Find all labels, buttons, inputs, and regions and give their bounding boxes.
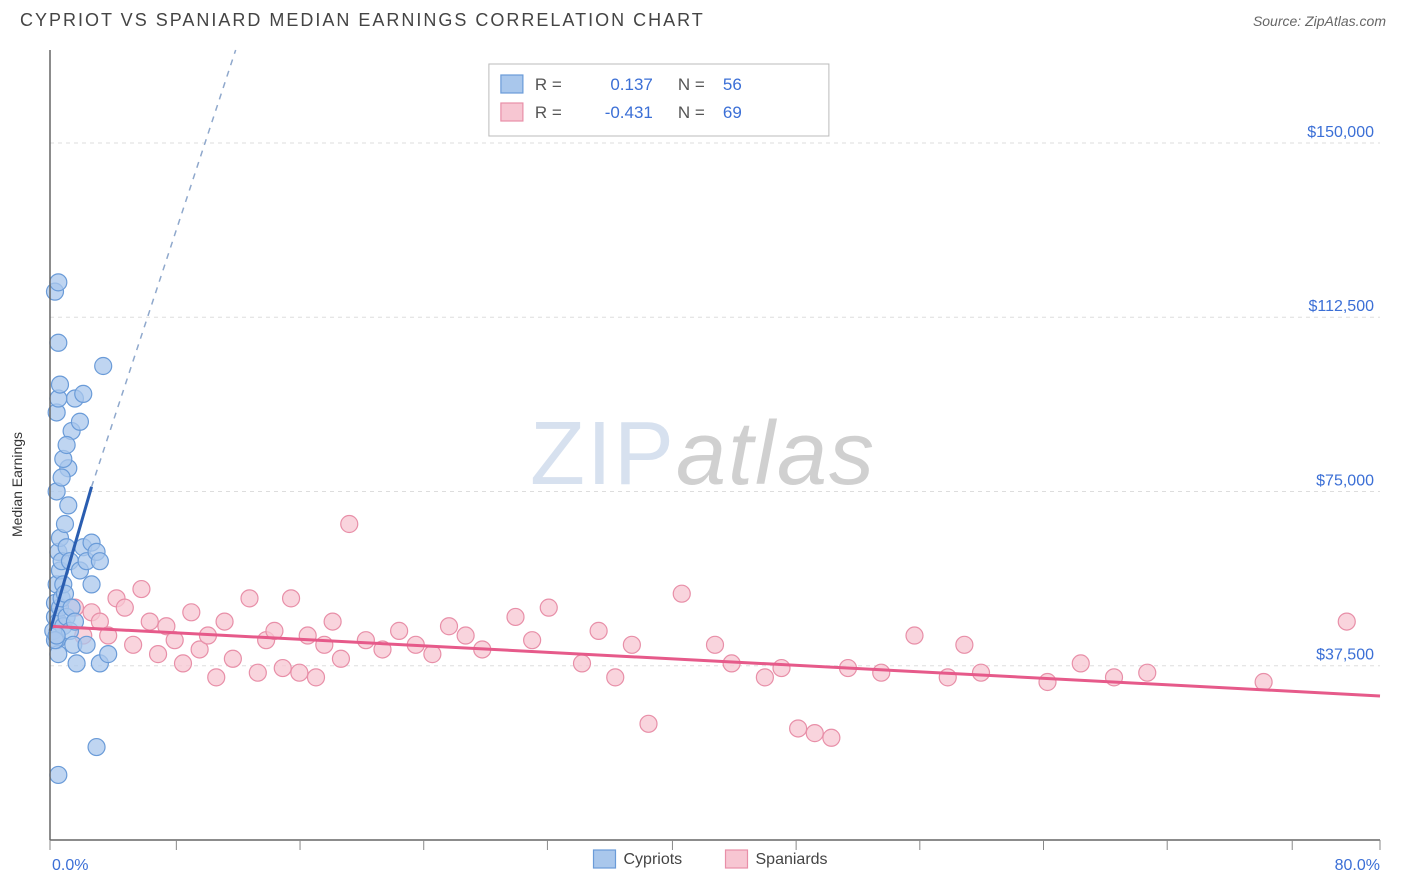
svg-text:N =: N =: [678, 103, 705, 122]
chart-title: CYPRIOT VS SPANIARD MEDIAN EARNINGS CORR…: [20, 10, 705, 31]
source-attribution: Source: ZipAtlas.com: [1253, 13, 1386, 29]
svg-text:80.0%: 80.0%: [1335, 857, 1380, 874]
svg-text:Spaniards: Spaniards: [756, 851, 828, 868]
source-prefix: Source:: [1253, 13, 1305, 29]
svg-text:$37,500: $37,500: [1316, 647, 1374, 664]
chart-area: $37,500 $75,000 $112,500 $150,000 0.0% 80.0% M…: [0, 38, 1406, 892]
svg-text:-0.431: -0.431: [605, 103, 653, 122]
svg-text:69: 69: [723, 103, 742, 122]
svg-text:$75,000: $75,000: [1316, 472, 1374, 489]
chart-header: CYPRIOT VS SPANIARD MEDIAN EARNINGS CORR…: [0, 0, 1406, 37]
svg-text:$112,500: $112,500: [1308, 298, 1374, 315]
svg-text:Cypriots: Cypriots: [624, 851, 683, 868]
svg-text:$150,000: $150,000: [1307, 124, 1374, 141]
svg-text:R =: R =: [535, 103, 562, 122]
source-name: ZipAtlas.com: [1305, 13, 1386, 29]
svg-text:0.0%: 0.0%: [52, 857, 88, 874]
svg-text:N =: N =: [678, 75, 705, 94]
svg-text:R =: R =: [535, 75, 562, 94]
svg-text:56: 56: [723, 75, 742, 94]
svg-text:0.137: 0.137: [610, 75, 653, 94]
svg-text:Median Earnings: Median Earnings: [9, 432, 25, 537]
scatter-chart-svg: $37,500 $75,000 $112,500 $150,000 0.0% 80.0% M…: [0, 38, 1406, 892]
